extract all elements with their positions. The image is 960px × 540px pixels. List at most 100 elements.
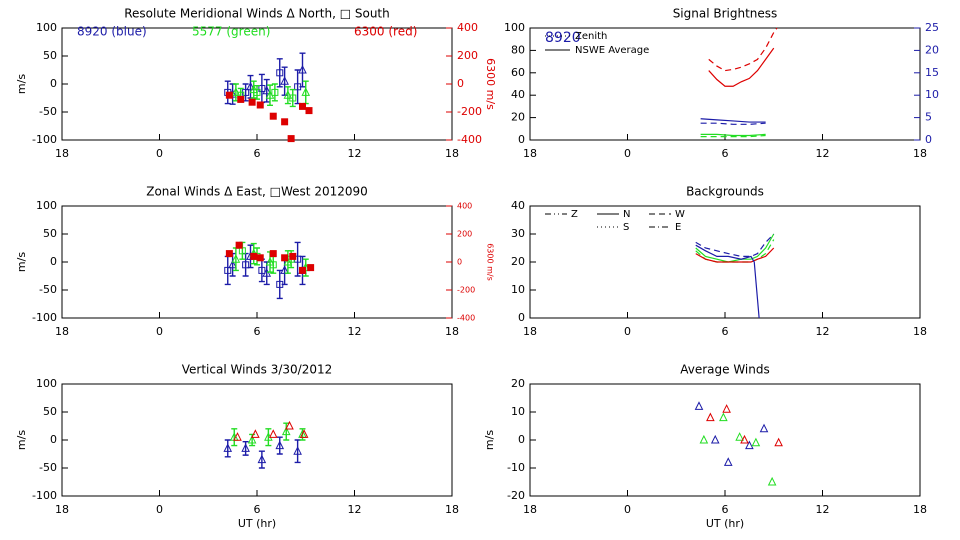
y2-tick-label: -400	[457, 133, 482, 146]
marker	[256, 101, 264, 109]
marker	[289, 94, 297, 102]
marker	[275, 440, 285, 450]
line	[695, 233, 775, 257]
marker	[299, 266, 306, 274]
marker	[258, 266, 266, 274]
y-tick-label: 50	[43, 227, 57, 240]
error-bar	[289, 88, 296, 108]
marker	[225, 91, 233, 99]
panel-title: Vertical Winds 3/30/2012	[182, 363, 333, 377]
y2-tick-label: 400	[457, 21, 478, 34]
x-tick-label: 0	[624, 147, 631, 160]
y-tick-label: -50	[39, 105, 57, 118]
y2-tick-label: -200	[457, 105, 482, 118]
y-tick-label: 100	[36, 199, 57, 212]
error-bar	[283, 422, 290, 441]
y-tick-label: 50	[43, 405, 57, 418]
y-tick-label: 0	[50, 255, 57, 268]
error-bar	[224, 439, 231, 458]
y-tick-label: 0	[518, 133, 525, 146]
marker	[759, 423, 769, 433]
error-bar	[267, 84, 273, 106]
x-tick-label: 18	[913, 147, 927, 160]
marker	[246, 81, 255, 91]
y-tick-label: 60	[511, 66, 525, 79]
y-tick-label: -10	[507, 461, 525, 474]
marker	[289, 252, 297, 260]
y-tick-label: 20	[511, 255, 525, 268]
marker	[299, 429, 309, 438]
marker	[281, 254, 289, 262]
error-bar	[258, 450, 265, 469]
y-axis-label: m/s	[15, 252, 28, 272]
marker	[250, 252, 258, 260]
y-tick-label: 50	[43, 49, 57, 62]
line	[695, 247, 775, 263]
panel-title: Signal Brightness	[673, 7, 778, 21]
x-tick-label: 18	[913, 503, 927, 516]
marker	[710, 434, 720, 444]
marker	[301, 87, 311, 96]
error-bar	[294, 241, 301, 277]
marker	[283, 256, 293, 266]
line	[708, 47, 775, 87]
y-tick-label: -50	[39, 283, 57, 296]
x-tick-label: 18	[523, 503, 537, 516]
marker	[774, 437, 783, 447]
marker	[285, 420, 294, 430]
line	[700, 133, 766, 137]
plot-frame	[529, 383, 921, 497]
y-tick-label: 100	[36, 21, 57, 34]
x-axis-label: UT (hr)	[706, 517, 744, 530]
marker	[269, 112, 277, 120]
error-bar	[224, 255, 231, 286]
y2-tick-label: 25	[925, 21, 939, 34]
y2-tick-label: 200	[457, 230, 472, 239]
marker	[706, 412, 715, 422]
line	[700, 122, 766, 125]
y-tick-label: 80	[511, 43, 525, 56]
line	[700, 118, 766, 123]
marker	[269, 261, 277, 269]
marker	[280, 265, 289, 274]
plot-frame	[61, 27, 453, 141]
legend-label: W	[675, 209, 685, 220]
line	[700, 134, 766, 138]
marker	[225, 250, 233, 258]
marker	[735, 432, 744, 441]
error-bar	[231, 428, 238, 447]
marker	[235, 241, 243, 249]
marker	[242, 261, 250, 269]
marker	[257, 454, 267, 464]
marker	[281, 426, 291, 436]
marker	[271, 88, 279, 96]
marker	[262, 85, 272, 95]
line	[695, 239, 775, 263]
y-tick-label: 0	[518, 311, 525, 324]
y-tick-label: -100	[32, 489, 57, 502]
panel-title: Resolute Meridional Winds Δ North, □ Sou…	[124, 7, 390, 21]
error-bar	[263, 261, 270, 286]
panel-title: Average Winds	[680, 363, 770, 377]
plot-frame	[61, 383, 453, 497]
marker	[251, 429, 260, 438]
y2-tick-label: -400	[457, 314, 475, 323]
y-axis-label: m/s	[15, 430, 28, 450]
x-axis-label: UT (hr)	[238, 517, 276, 530]
marker	[223, 443, 233, 452]
y2-tick-label: 15	[925, 66, 939, 79]
marker	[253, 88, 261, 96]
marker	[699, 434, 709, 444]
marker	[280, 76, 289, 85]
marker	[241, 443, 250, 452]
legend-label: N	[623, 209, 630, 220]
x-tick-label: 18	[913, 325, 927, 338]
legend-label: NSWE Average	[575, 45, 649, 56]
marker	[767, 476, 777, 486]
x-tick-label: 12	[348, 503, 362, 516]
error-bar	[276, 269, 283, 300]
x-tick-label: 18	[445, 147, 459, 160]
line	[708, 27, 778, 72]
marker	[307, 264, 315, 272]
